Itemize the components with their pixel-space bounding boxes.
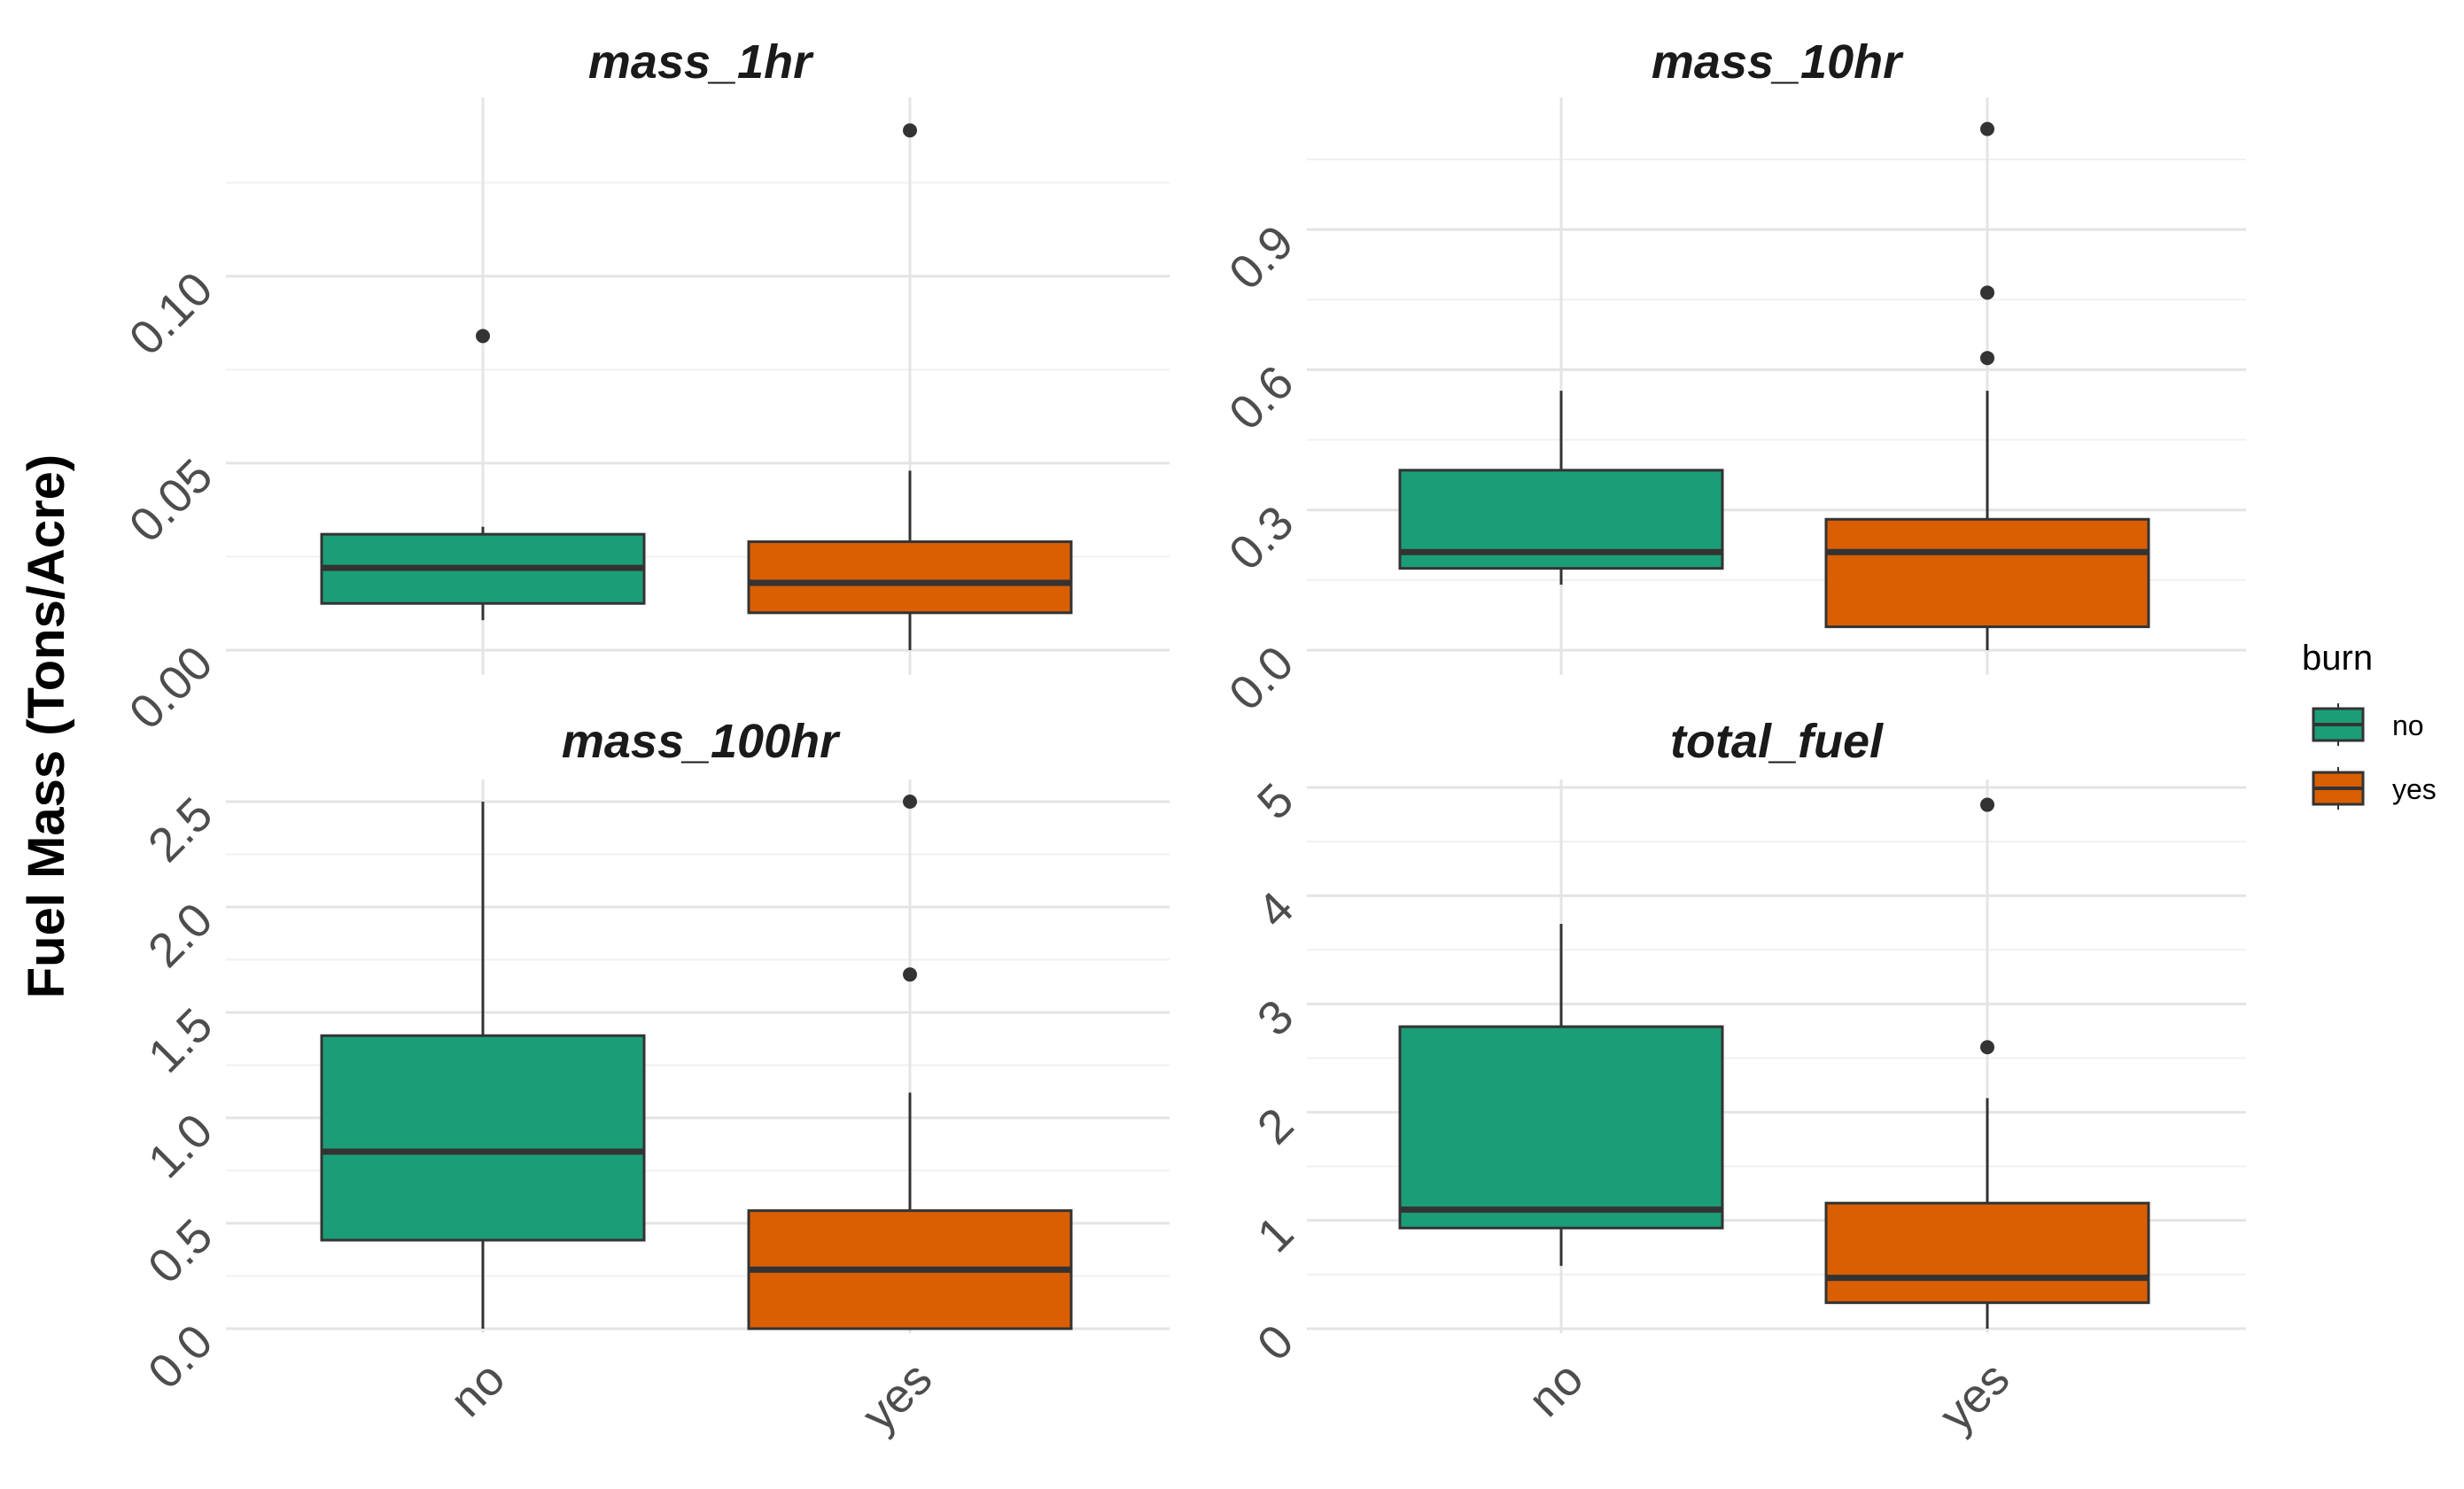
panel-title: mass_100hr [562, 715, 841, 768]
outlier-point [903, 967, 917, 982]
box-no [1398, 923, 1724, 1267]
x-tick-label: no [440, 1352, 516, 1427]
y-tick-label: 1.0 [138, 1104, 223, 1189]
y-tick-label: 0.05 [120, 449, 223, 553]
y-tick-label: 3 [1248, 989, 1304, 1046]
y-tick-label: 0.5 [138, 1209, 223, 1294]
panel-title: total_fuel [1670, 715, 1884, 768]
box-iqr [1824, 1201, 2150, 1305]
box-yes [747, 795, 1073, 1330]
legend-entry-yes: yes [2312, 767, 2437, 810]
panels-layer: 0.000.050.10mass_1hr0.00.30.60.9mass_10h… [120, 35, 2246, 1442]
y-tick-label: 2.5 [138, 787, 223, 872]
box-yes [1824, 797, 2150, 1329]
outlier-point [1980, 285, 1994, 300]
box-iqr [320, 1034, 646, 1242]
legend-title: burn [2302, 639, 2373, 678]
y-tick-label: 1 [1248, 1206, 1304, 1263]
legend-entry-no: no [2312, 703, 2424, 746]
y-tick-label: 0.0 [1219, 636, 1304, 721]
box-iqr [1824, 517, 2150, 629]
y-tick-label: 0.00 [120, 636, 223, 740]
legend-label: no [2392, 710, 2424, 741]
y-tick-label: 4 [1248, 881, 1304, 938]
outlier-point [1980, 121, 1994, 136]
x-tick-label: yes [852, 1352, 943, 1442]
box-yes [747, 123, 1073, 650]
box-yes [1824, 121, 2150, 650]
outlier-point [1980, 797, 1994, 812]
panel-title: mass_10hr [1652, 35, 1904, 89]
y-tick-label: 2 [1248, 1098, 1304, 1155]
box-no [320, 802, 646, 1329]
x-tick-label: no [1519, 1352, 1594, 1427]
y-tick-label: 0.3 [1219, 496, 1304, 581]
legend-label: yes [2392, 773, 2437, 805]
y-tick-label: 1.5 [138, 998, 223, 1083]
panel-mass_1hr: 0.00 0.05 0.10 mass_1hr [120, 35, 1170, 740]
legend: burn no yes [2302, 639, 2437, 810]
outlier-point [1980, 1040, 1994, 1055]
box-iqr [1398, 1025, 1724, 1229]
legend-entries: no yes [2312, 703, 2437, 810]
box-no [320, 329, 646, 621]
y-tick-label: 0 [1248, 1315, 1304, 1371]
outlier-point [903, 795, 917, 809]
y-tick-label: 0.6 [1219, 355, 1304, 440]
outlier-point [1980, 351, 1994, 366]
y-tick-label: 0.10 [120, 262, 223, 366]
y-tick-label: 0.0 [138, 1315, 223, 1400]
y-tick-label: 5 [1248, 773, 1304, 830]
y-tick-label: 0.9 [1219, 215, 1304, 300]
y-tick-label: 2.0 [138, 893, 223, 978]
outlier-point [903, 123, 917, 138]
panel-mass_10hr: 0.0 0.3 0.6 0.9 mass_10hr [1219, 35, 2246, 721]
outlier-point [476, 329, 490, 344]
box-no [1398, 391, 1724, 586]
panel-title: mass_1hr [588, 35, 814, 89]
box-iqr [747, 540, 1073, 615]
y-axis-title: Fuel Mass (Tons/Acre) [18, 454, 75, 999]
x-tick-label: yes [1930, 1352, 2020, 1442]
